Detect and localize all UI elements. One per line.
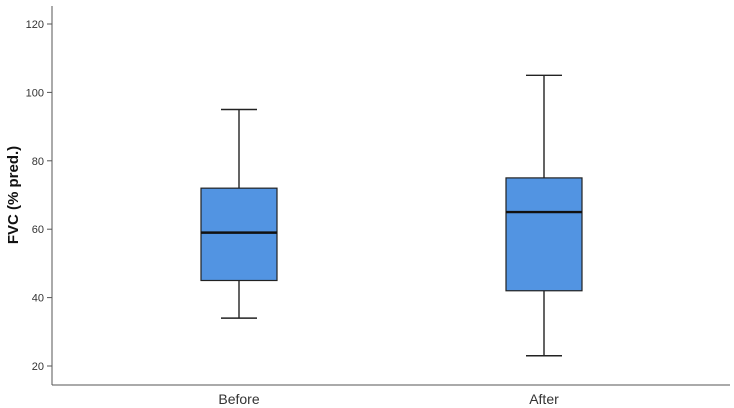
y-tick-label: 100: [26, 87, 44, 99]
y-tick-label: 120: [26, 19, 44, 31]
x-axis: Before After: [52, 384, 730, 407]
y-tick-label: 60: [32, 224, 44, 236]
x-category-label: After: [529, 391, 559, 407]
boxes: [200, 74, 583, 357]
y-tick-label: 80: [32, 156, 44, 168]
y-axis-title: FVC (% pred.): [5, 146, 22, 244]
box-before: [200, 108, 278, 319]
x-category-label: Before: [218, 391, 259, 407]
iqr-box: [505, 177, 583, 292]
iqr-box: [200, 187, 278, 282]
y-tick-label: 40: [32, 293, 44, 305]
y-tick-label: 20: [32, 361, 44, 373]
y-axis: 20 40 60 80 100 120: [26, 6, 53, 385]
box-after: [505, 74, 583, 357]
